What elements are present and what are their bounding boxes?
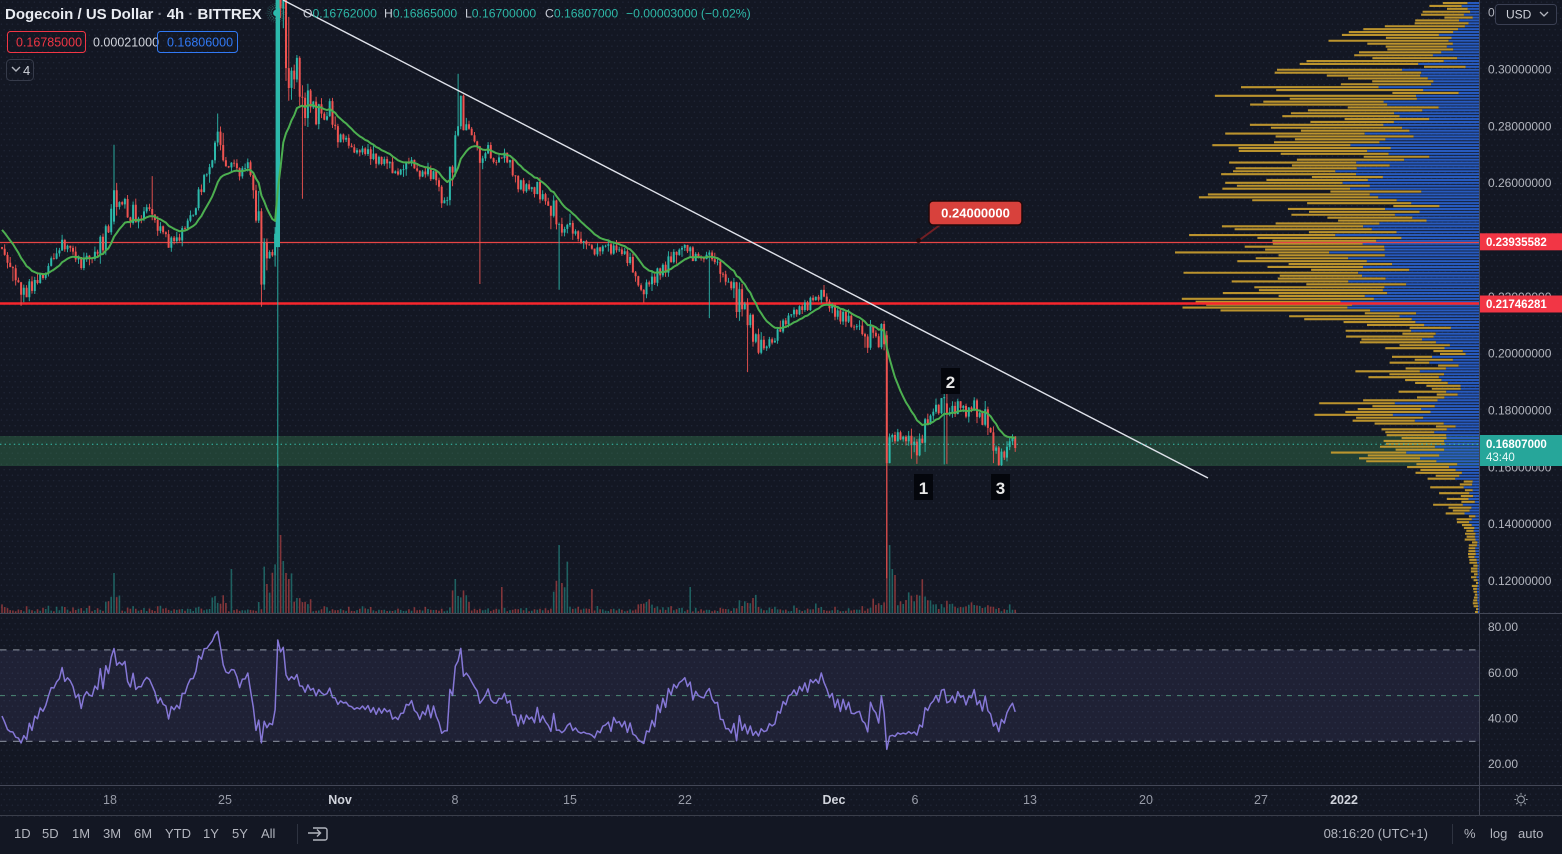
svg-text:0.14000000: 0.14000000	[1488, 517, 1552, 531]
svg-text:YTD: YTD	[165, 826, 191, 841]
svg-text:13: 13	[1023, 793, 1037, 807]
svg-text:0.16785000: 0.16785000	[16, 36, 82, 50]
svg-text:auto: auto	[1518, 826, 1543, 841]
svg-text:5Y: 5Y	[232, 826, 248, 841]
svg-text:0.00021000: 0.00021000	[93, 36, 159, 50]
svg-text:25: 25	[218, 793, 232, 807]
svg-text:18: 18	[103, 793, 117, 807]
svg-text:3M: 3M	[103, 826, 121, 841]
svg-text:20: 20	[1139, 793, 1153, 807]
svg-text:0.18000000: 0.18000000	[1488, 404, 1552, 418]
svg-text:0.24000000: 0.24000000	[941, 206, 1010, 221]
svg-text:USD: USD	[1506, 8, 1532, 22]
svg-text:15: 15	[563, 793, 577, 807]
svg-text:All: All	[261, 826, 276, 841]
svg-text:5D: 5D	[42, 826, 59, 841]
svg-text:27: 27	[1254, 793, 1268, 807]
svg-text:40.00: 40.00	[1488, 712, 1518, 726]
svg-text:0.28000000: 0.28000000	[1488, 119, 1552, 133]
svg-text:0.21746281: 0.21746281	[1486, 299, 1547, 311]
svg-text:Dogecoin / US Dollar · 4h · BI: Dogecoin / US Dollar · 4h · BITTREX	[5, 6, 262, 23]
svg-text:Nov: Nov	[328, 793, 352, 807]
svg-text:2: 2	[946, 373, 955, 392]
svg-text:%: %	[1464, 826, 1476, 841]
svg-text:1D: 1D	[14, 826, 31, 841]
svg-text:43:40: 43:40	[1486, 452, 1515, 464]
svg-text:20.00: 20.00	[1488, 757, 1518, 771]
svg-text:0.16807000: 0.16807000	[1486, 439, 1547, 451]
svg-text:log: log	[1490, 826, 1507, 841]
svg-text:0.30000000: 0.30000000	[1488, 63, 1552, 77]
svg-text:1Y: 1Y	[203, 826, 219, 841]
svg-text:Dec: Dec	[823, 793, 846, 807]
svg-text:0.23935582: 0.23935582	[1486, 237, 1547, 249]
svg-text:0.16806000: 0.16806000	[167, 36, 233, 50]
svg-text:80.00: 80.00	[1488, 620, 1518, 634]
svg-text:2022: 2022	[1330, 793, 1358, 807]
svg-text:1: 1	[919, 479, 928, 498]
svg-text:4: 4	[23, 63, 30, 78]
svg-text:0.26000000: 0.26000000	[1488, 176, 1552, 190]
svg-text:6M: 6M	[134, 826, 152, 841]
svg-text:3: 3	[996, 479, 1005, 498]
svg-text:1M: 1M	[72, 826, 90, 841]
svg-text:6: 6	[912, 793, 919, 807]
svg-text:0.20000000: 0.20000000	[1488, 347, 1552, 361]
svg-text:60.00: 60.00	[1488, 666, 1518, 680]
svg-text:22: 22	[678, 793, 692, 807]
svg-text:8: 8	[452, 793, 459, 807]
svg-text:08:16:20 (UTC+1): 08:16:20 (UTC+1)	[1324, 826, 1428, 841]
svg-text:0.12000000: 0.12000000	[1488, 574, 1552, 588]
